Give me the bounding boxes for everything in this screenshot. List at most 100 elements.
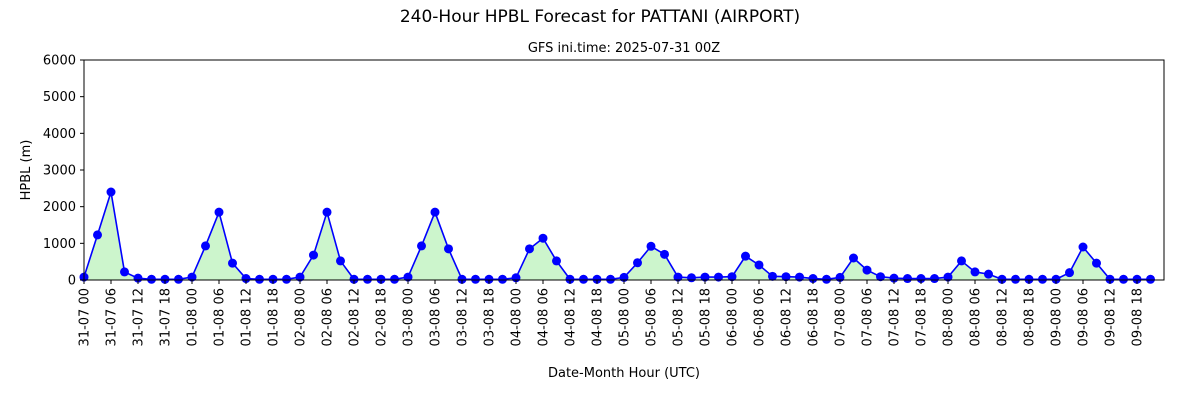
y-tick-label: 3000 <box>43 164 76 179</box>
y-tick-label: 6000 <box>43 54 76 69</box>
data-point <box>349 274 359 284</box>
data-point <box>552 256 561 266</box>
x-tick-label: 01-08 18 <box>267 288 282 346</box>
data-point <box>943 272 953 282</box>
series-line-layer <box>83 191 1151 281</box>
data-point <box>660 249 669 259</box>
x-tick-label: 03-08 00 <box>402 288 417 346</box>
x-tick-label: 03-08 06 <box>429 288 444 346</box>
data-point <box>484 274 494 284</box>
data-point <box>565 274 575 284</box>
x-tick-label: 04-08 12 <box>564 288 579 346</box>
data-point <box>997 274 1007 284</box>
data-point <box>538 233 548 243</box>
data-point <box>214 207 224 217</box>
data-point <box>1105 274 1115 284</box>
x-tick-label: 04-08 06 <box>537 288 552 346</box>
plot-frame <box>83 59 1165 281</box>
data-point <box>1119 274 1128 284</box>
data-point <box>403 272 413 282</box>
x-tick-label: 07-08 06 <box>861 288 876 346</box>
data-point <box>1092 258 1101 268</box>
x-tick-label: 02-08 12 <box>348 288 363 346</box>
data-point <box>781 272 791 282</box>
data-point <box>768 271 777 281</box>
x-tick-label: 02-08 00 <box>294 288 309 346</box>
x-tick-label: 31-07 00 <box>78 288 93 346</box>
data-point <box>795 272 804 282</box>
data-point <box>498 274 507 284</box>
data-point <box>957 256 966 266</box>
data-point <box>282 274 291 284</box>
x-tick-label: 01-08 06 <box>213 288 228 346</box>
data-point <box>430 207 440 217</box>
y-axis: 0 1000 2000 3000 4000 5000 6000 <box>43 54 84 289</box>
series-line <box>83 191 1151 281</box>
x-tick-label: 01-08 00 <box>186 288 201 346</box>
y-tick-label: 1000 <box>43 237 76 252</box>
data-point <box>808 274 818 284</box>
data-point <box>727 272 737 282</box>
x-tick-label: 03-08 12 <box>456 288 471 346</box>
y-axis-label: HPBL (m) <box>19 140 34 201</box>
data-point <box>471 274 480 284</box>
data-point <box>120 267 129 277</box>
data-point <box>714 272 723 282</box>
x-tick-label: 09-08 12 <box>1104 288 1119 346</box>
x-tick-label: 04-08 18 <box>591 288 606 346</box>
data-point <box>984 269 993 279</box>
y-tick-label: 4000 <box>43 127 76 142</box>
x-tick-label: 09-08 06 <box>1077 288 1092 346</box>
x-tick-label: 09-08 18 <box>1131 288 1146 346</box>
data-point <box>309 250 318 260</box>
y-tick-label: 2000 <box>43 200 76 215</box>
data-point <box>174 274 183 284</box>
data-point <box>1051 274 1061 284</box>
data-point <box>1078 242 1088 252</box>
x-tick-label: 02-08 06 <box>321 288 336 346</box>
x-tick-label: 09-08 00 <box>1050 288 1065 346</box>
data-point <box>862 265 872 275</box>
x-axis-label: Date-Month Hour (UTC) <box>548 366 700 381</box>
data-point <box>322 207 332 217</box>
data-point <box>241 274 251 284</box>
data-point <box>255 274 264 284</box>
data-point <box>849 253 858 263</box>
chart-subtitle: GFS ini.time: 2025-07-31 00Z <box>528 41 720 56</box>
x-tick-label: 07-08 12 <box>888 288 903 346</box>
data-point <box>1024 274 1034 284</box>
data-point <box>646 241 656 251</box>
x-tick-label: 03-08 18 <box>483 288 498 346</box>
data-point <box>700 272 710 282</box>
data-point <box>876 272 885 282</box>
data-point <box>147 274 156 284</box>
x-tick-label: 06-08 06 <box>753 288 768 346</box>
data-point <box>633 258 642 268</box>
chart-title: 240-Hour HPBL Forecast for PATTANI (AIRP… <box>400 7 800 27</box>
data-point <box>970 267 980 277</box>
x-tick-label: 31-07 12 <box>132 288 147 346</box>
data-point <box>228 258 237 268</box>
x-tick-label: 05-08 18 <box>699 288 714 346</box>
x-tick-label: 02-08 18 <box>375 288 390 346</box>
data-point <box>457 274 467 284</box>
x-tick-label: 06-08 18 <box>807 288 822 346</box>
data-point <box>187 272 197 282</box>
data-point <box>376 274 386 284</box>
y-tick-label: 5000 <box>43 90 76 105</box>
x-tick-label: 07-08 18 <box>915 288 930 346</box>
data-point <box>525 244 534 254</box>
x-tick-label: 05-08 12 <box>672 288 687 346</box>
x-tick-label: 31-07 06 <box>105 288 120 346</box>
data-point <box>295 272 305 282</box>
x-axis: 31-07 00 31-07 06 31-07 12 31-07 18 01-08 00… <box>78 280 1146 346</box>
x-tick-label: 05-08 06 <box>645 288 660 346</box>
x-tick-label: 06-08 00 <box>726 288 741 346</box>
data-point <box>606 274 615 284</box>
data-point <box>1011 274 1020 284</box>
data-point <box>363 274 372 284</box>
data-point <box>1146 274 1155 284</box>
data-point <box>160 274 170 284</box>
data-point <box>268 274 278 284</box>
